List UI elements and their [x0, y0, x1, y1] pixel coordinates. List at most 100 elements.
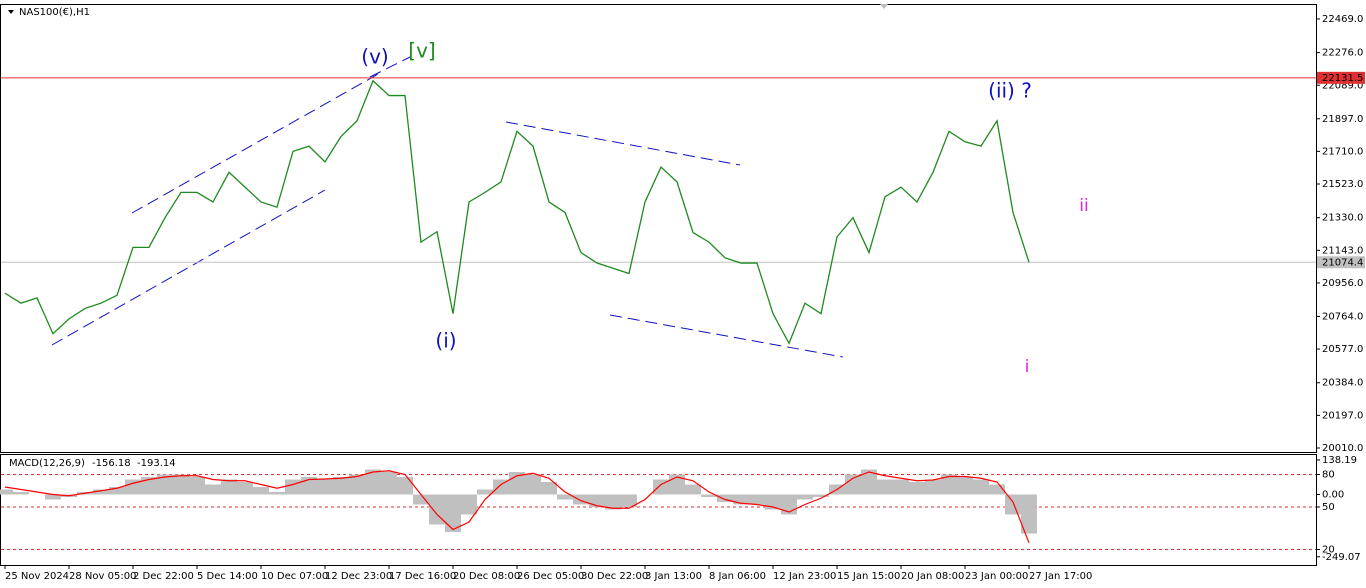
macd-bar: [605, 494, 621, 510]
y-tick-label: 21710.0: [1322, 146, 1363, 157]
macd-bar: [957, 477, 973, 495]
y-tick-label: 20010.0: [1322, 443, 1363, 454]
scroll-marker: [880, 4, 888, 9]
y-tick-label: 22276.0: [1322, 48, 1363, 59]
macd-bar: [877, 479, 893, 495]
x-tick-label: 27 Jan 17:00: [1029, 571, 1092, 582]
y-tick-label: 20: [1322, 545, 1335, 556]
y-tick-label: 20197.0: [1322, 410, 1363, 421]
x-tick-label: 20 Jan 08:00: [901, 571, 964, 582]
macd-bar: [173, 474, 189, 495]
macd-bar: [317, 479, 333, 495]
macd-bar: [701, 494, 717, 497]
macd-bar: [237, 482, 253, 495]
macd-bar: [685, 484, 701, 495]
x-tick-label: 3 Jan 13:00: [645, 571, 702, 582]
y-tick-label: 20764.0: [1322, 311, 1363, 322]
macd-bar: [941, 474, 957, 495]
y-tick-label: 21897.0: [1322, 114, 1363, 125]
macd-value: -193.14: [137, 458, 176, 469]
macd-title: MACD(12,26,9): [9, 458, 85, 469]
menu-arrow: [8, 10, 14, 14]
y-tick-label: 80: [1322, 470, 1335, 481]
y-tick-label: 22469.0: [1322, 14, 1363, 25]
y-tick-label: 20956.0: [1322, 278, 1363, 289]
y-tick-label: 50: [1322, 502, 1335, 513]
x-tick-label: 12 Jan 23:00: [773, 571, 836, 582]
x-tick-label: 30 Dec 22:00: [581, 571, 648, 582]
macd-bar: [493, 479, 509, 495]
x-tick-label: 17 Dec 16:00: [389, 571, 456, 582]
macd-bar: [109, 487, 125, 495]
macd-bar: [813, 494, 829, 497]
price-line-series: [4, 79, 1030, 345]
macd-bar: [765, 494, 781, 510]
wave-label: (ii) ?: [988, 79, 1032, 103]
macd-bar: [573, 494, 589, 505]
price-tag: [1317, 256, 1365, 269]
macd-bar: [13, 492, 29, 495]
x-tick-label: 10 Dec 07:00: [261, 571, 328, 582]
macd-bar: [157, 474, 173, 495]
y-tick-label: 138.19: [1322, 455, 1357, 466]
macd-bar: [349, 474, 365, 495]
macd-bar: [333, 477, 349, 495]
macd-bar: [477, 489, 493, 495]
main-frame: [0, 4, 1317, 453]
y-tick-label: 20384.0: [1322, 378, 1363, 389]
macd-bar: [1021, 494, 1037, 534]
macd-value: -156.18: [92, 458, 131, 469]
macd-bar: [525, 474, 541, 495]
x-tick-label: 28 Nov 05:00: [69, 571, 136, 582]
macd-bar: [205, 484, 221, 495]
y-tick-label: 21143.0: [1322, 245, 1363, 256]
macd-bar: [93, 489, 109, 495]
x-tick-label: 12 Dec 23:00: [325, 571, 392, 582]
x-tick-label: 26 Dec 05:00: [517, 571, 584, 582]
macd-bar: [461, 494, 477, 515]
y-tick-label: 0.00: [1322, 490, 1344, 501]
y-tick-label: 22089.0: [1322, 80, 1363, 91]
price-tag-label: 21074.4: [1322, 257, 1363, 268]
y-tick-label: -249.07: [1322, 552, 1361, 563]
x-tick-label: 15 Jan 15:00: [837, 571, 900, 582]
macd-bar: [141, 477, 157, 495]
macd-bar: [125, 479, 141, 495]
macd-bar: [0, 489, 13, 495]
price-tag-label: 22131.5: [1322, 73, 1363, 84]
macd-bar: [749, 494, 765, 505]
macd-bar: [221, 479, 237, 495]
price-tag: [1317, 71, 1365, 84]
macd-bar: [253, 487, 269, 495]
macd-bar: [429, 494, 445, 525]
signal-line: [4, 470, 1030, 544]
wave-label: (v): [361, 45, 388, 69]
macd-bar: [397, 477, 413, 495]
wave-label: i: [1025, 357, 1030, 377]
macd-bar: [1005, 494, 1021, 515]
macd-bar: [717, 494, 733, 502]
macd-bar: [797, 494, 813, 500]
macd-bar: [381, 472, 397, 495]
chart-title: NAS100(€),H1: [19, 7, 90, 18]
macd-bar: [45, 494, 61, 500]
y-tick-label: 21523.0: [1322, 179, 1363, 190]
trend-lines: [51, 56, 844, 358]
macd-bar: [733, 494, 749, 505]
macd-bar: [189, 477, 205, 495]
macd-bar: [557, 494, 573, 500]
x-tick-label: 2 Dec 22:00: [133, 571, 194, 582]
macd-bar: [973, 479, 989, 495]
x-tick-label: 25 Nov 2024: [5, 571, 69, 582]
x-tick-label: 23 Jan 00:00: [965, 571, 1028, 582]
macd-bar: [861, 469, 877, 495]
y-tick-label: 20577.0: [1322, 344, 1363, 355]
x-tick-label: 5 Dec 14:00: [197, 571, 258, 582]
macd-bar: [893, 479, 909, 495]
macd-bar: [269, 492, 285, 495]
wave-label: (i): [435, 329, 456, 353]
x-tick-label: 20 Dec 08:00: [453, 571, 520, 582]
macd-bar: [925, 479, 941, 495]
macd-bar: [413, 494, 429, 505]
